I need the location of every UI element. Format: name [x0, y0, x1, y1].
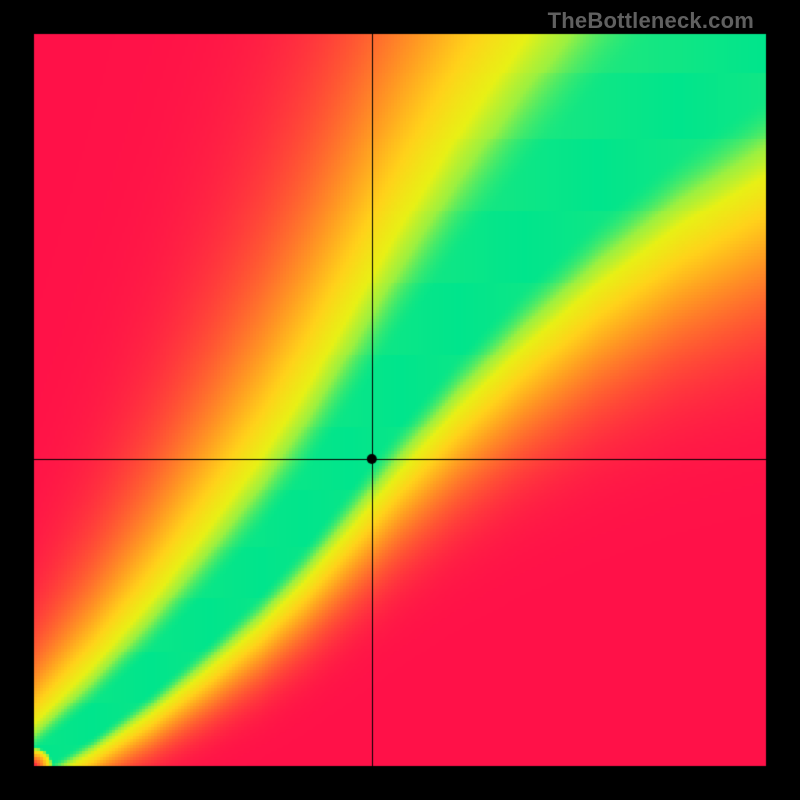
bottleneck-heatmap [0, 0, 800, 800]
chart-frame: TheBottleneck.com [0, 0, 800, 800]
